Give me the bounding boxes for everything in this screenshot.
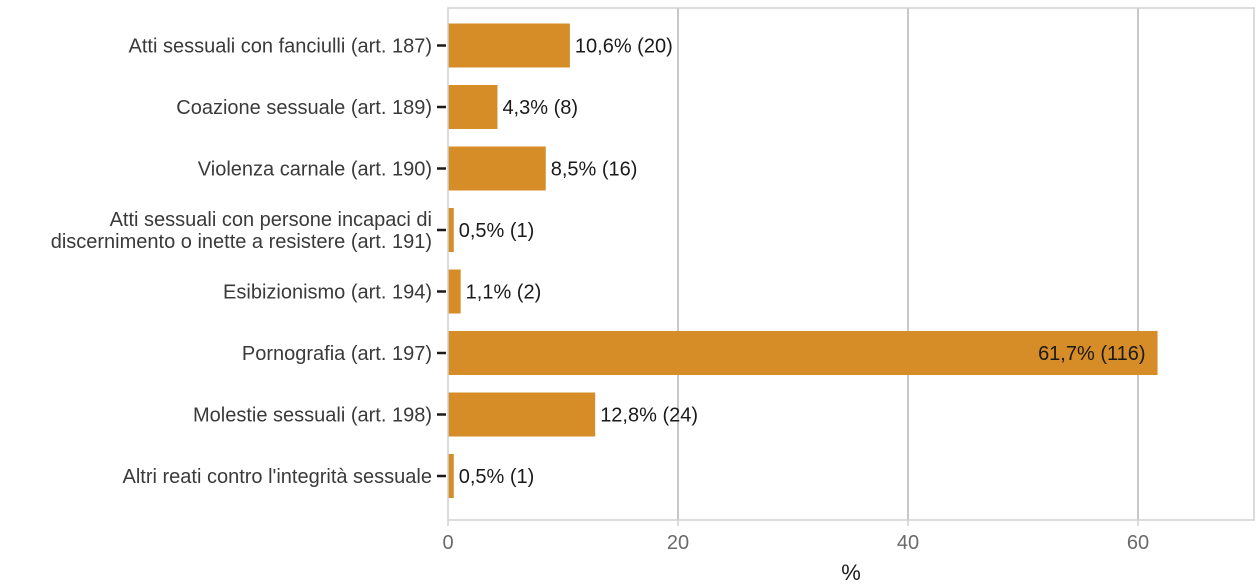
data-label-5: 61,7% (116) <box>1038 343 1145 365</box>
category-label-3-line-1: discernimento o inette a resistere (art.… <box>51 231 432 253</box>
x-tick-label-20: 20 <box>667 532 689 554</box>
category-label-6: Molestie sessuali (art. 198) <box>193 405 432 427</box>
x-axis: 0 20 40 60 <box>442 520 1149 554</box>
data-labels: 10,6% (20) 4,3% (8) 8,5% (16) 0,5% (1) 1,1% … <box>459 36 1146 489</box>
category-label-7: Altri reati contro l'integrità sessuale <box>122 466 432 488</box>
bar-5 <box>448 331 1158 375</box>
bar-4 <box>448 269 461 314</box>
category-label-0: Atti sessuali con fanciulli (art. 187) <box>129 36 432 58</box>
x-tick-label-60: 60 <box>1127 532 1149 554</box>
panel-border <box>447 7 1255 521</box>
bar-0 <box>448 23 570 68</box>
x-axis-title: % <box>841 560 861 585</box>
bar-1 <box>448 85 498 129</box>
x-tick-label-40: 40 <box>897 532 919 554</box>
gridlines <box>677 8 1139 520</box>
x-tick-label-0: 0 <box>442 532 453 554</box>
category-label-5: Pornografia (art. 197) <box>242 343 432 365</box>
category-label-3-line-0: Atti sessuali con persone incapaci di <box>110 209 432 231</box>
data-label-7: 0,5% (1) <box>459 466 535 488</box>
bar-2 <box>448 146 546 191</box>
data-label-3: 0,5% (1) <box>459 220 535 242</box>
data-label-4: 1,1% (2) <box>466 282 542 304</box>
data-label-1: 4,3% (8) <box>502 97 578 119</box>
y-axis: Atti sessuali con fanciulli (art. 187) Co… <box>51 36 446 488</box>
data-label-0: 10,6% (20) <box>575 36 673 58</box>
data-label-6: 12,8% (24) <box>600 405 698 427</box>
bar-7 <box>448 454 454 498</box>
bar-6 <box>448 392 596 437</box>
bar-3 <box>448 208 454 252</box>
category-label-4: Esibizionismo (art. 194) <box>223 282 432 304</box>
data-label-2: 8,5% (16) <box>551 159 638 181</box>
plot-panel <box>448 8 1254 520</box>
bars <box>448 23 1158 498</box>
category-label-1: Coazione sessuale (art. 189) <box>176 97 432 119</box>
category-label-2: Violenza carnale (art. 190) <box>198 159 432 181</box>
